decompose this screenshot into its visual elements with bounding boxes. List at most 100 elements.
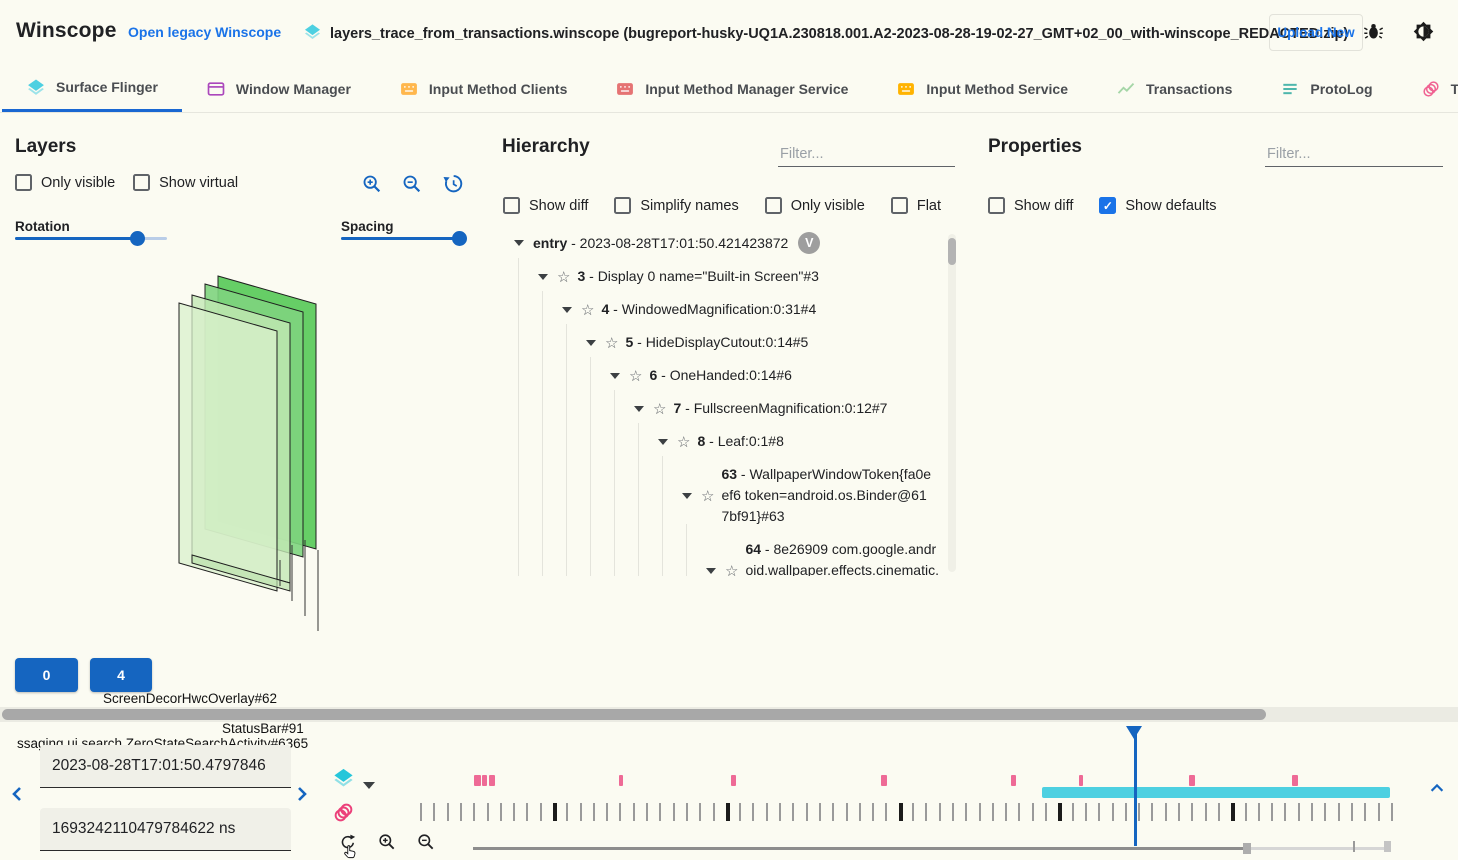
previous-entry-icon[interactable] [8, 784, 28, 809]
zoom-in-icon[interactable] [361, 172, 383, 195]
timestamp-ns-input[interactable] [40, 808, 291, 851]
transition-marker[interactable] [731, 775, 736, 786]
chevron-down-icon[interactable] [658, 438, 668, 445]
ruler-tick [792, 803, 794, 821]
chevron-down-icon[interactable] [562, 306, 572, 313]
main-scrollbar-track[interactable] [0, 707, 1458, 722]
hierarchy-scrollbar[interactable] [948, 238, 956, 265]
bug-report-icon[interactable] [1363, 21, 1384, 47]
chevron-down-icon[interactable] [514, 240, 524, 246]
tab-protolog[interactable]: ProtoLog [1256, 65, 1396, 112]
tree-node-8[interactable]: ☆ 8 - Leaf:0:1#8 [486, 431, 948, 452]
display-button-0[interactable]: 0 [15, 658, 78, 692]
star-icon[interactable]: ☆ [677, 433, 691, 451]
ruler-tick [939, 803, 941, 821]
ruler-tick [593, 803, 595, 821]
tab-transactions[interactable]: Transactions [1092, 65, 1256, 112]
rotation-slider[interactable] [15, 231, 167, 246]
timeline-zoom-slider-handle[interactable] [1243, 843, 1251, 854]
rotation-slider-thumb[interactable] [130, 231, 145, 246]
timeline-cursor-handle[interactable] [1126, 726, 1142, 739]
checkbox-box [890, 197, 908, 214]
tree-node-64[interactable]: ☆ 64 - 8e26909 com.google.android.wallpap… [486, 539, 948, 576]
tab-label: Surface Flinger [56, 79, 158, 95]
tree-node-4[interactable]: ☆ 4 - WindowedMagnification:0:31#4 [486, 299, 948, 320]
only-visible-checkbox[interactable]: Only visible [15, 174, 115, 191]
star-icon[interactable]: ☆ [725, 562, 739, 577]
tab-window-manager[interactable]: Window Manager [182, 65, 375, 112]
display-button-4[interactable]: 4 [90, 658, 152, 692]
dark-mode-icon[interactable] [1412, 20, 1435, 48]
show-diff-checkbox[interactable]: Show diff [503, 197, 588, 214]
star-icon[interactable]: ☆ [557, 268, 571, 286]
tree-indent-guide [590, 357, 591, 576]
simplify-names-checkbox[interactable]: Simplify names [614, 197, 739, 214]
chevron-down-icon[interactable] [610, 372, 620, 379]
tab-input-method-clients[interactable]: Input Method Clients [375, 65, 591, 112]
star-icon[interactable]: ☆ [605, 334, 619, 352]
ruler-tick [752, 803, 754, 821]
transition-marker[interactable] [619, 775, 623, 786]
transition-marker[interactable] [1079, 775, 1083, 786]
layers-3d-view[interactable] [90, 262, 390, 642]
ruler-tick [925, 803, 927, 821]
tree-node-6[interactable]: ☆ 6 - OneHanded:0:14#6 [486, 365, 948, 386]
chevron-down-icon[interactable] [586, 339, 596, 346]
tab-surface-flinger[interactable]: Surface Flinger [2, 65, 182, 112]
hierarchy-scrollbar-track[interactable] [948, 234, 956, 572]
timestamp-human-input[interactable] [40, 745, 291, 788]
star-icon[interactable]: ☆ [653, 400, 667, 418]
reset-view-icon[interactable] [441, 172, 464, 195]
star-icon[interactable]: ☆ [701, 487, 715, 505]
zoom-out-icon[interactable] [401, 172, 423, 195]
chevron-down-icon[interactable] [682, 492, 692, 499]
chevron-down-icon[interactable] [538, 273, 548, 280]
next-entry-icon[interactable] [291, 784, 311, 809]
timeline-zoom-slider[interactable] [473, 847, 1247, 850]
transition-marker[interactable] [1011, 775, 1016, 786]
legacy-winscope-link[interactable]: Open legacy Winscope [128, 24, 282, 40]
tree-node-3[interactable]: ☆ 3 - Display 0 name="Built-in Screen"#3 [486, 266, 948, 287]
tree-node-63[interactable]: ☆ 63 - WallpaperWindowToken{fa0eef6 token… [486, 464, 948, 527]
chevron-down-icon[interactable] [634, 405, 644, 412]
show-defaults-checkbox[interactable]: ✓ Show defaults [1099, 197, 1216, 214]
timeline-selection-range[interactable] [1042, 787, 1390, 798]
transition-marker[interactable] [474, 775, 481, 786]
spacing-slider[interactable] [341, 231, 467, 246]
chevron-down-icon[interactable] [706, 567, 716, 574]
zoom-out-icon[interactable] [416, 832, 436, 857]
expand-timeline-icon[interactable] [1428, 780, 1446, 803]
star-icon[interactable]: ☆ [629, 367, 643, 385]
only-visible-checkbox[interactable]: Only visible [764, 197, 865, 214]
tree-node-entry[interactable]: entry - 2023-08-28T17:01:50.421423872 V [486, 232, 948, 254]
zoom-in-icon[interactable] [377, 832, 397, 857]
chart-icon [1116, 79, 1136, 99]
ruler-tick [1364, 803, 1366, 821]
flat-checkbox[interactable]: Flat [890, 197, 941, 214]
tree-node-5[interactable]: ☆ 5 - HideDisplayCutout:0:14#5 [486, 332, 948, 353]
transition-marker[interactable] [1292, 775, 1298, 786]
transition-marker[interactable] [881, 775, 887, 786]
transition-marker[interactable] [482, 775, 487, 786]
timeline-zoom-slider-end-handle[interactable] [1384, 841, 1391, 852]
hierarchy-filter-input[interactable] [778, 142, 955, 167]
timeline-zoom-slider-track[interactable] [1251, 847, 1390, 850]
tab-input-method-service[interactable]: Input Method Service [872, 65, 1092, 112]
tree-node-7[interactable]: ☆ 7 - FullscreenMagnification:0:12#7 [486, 398, 948, 419]
upload-new-button[interactable]: Upload New [1269, 14, 1363, 51]
transition-marker[interactable] [1189, 775, 1195, 786]
transition-marker[interactable] [489, 775, 495, 786]
spacing-slider-thumb[interactable] [452, 231, 467, 246]
tab-transitions[interactable]: Transitions [1397, 65, 1458, 112]
properties-filter-input[interactable] [1265, 142, 1443, 167]
main-scrollbar-thumb[interactable] [2, 709, 1266, 720]
show-diff-checkbox[interactable]: Show diff [988, 197, 1073, 214]
show-virtual-checkbox[interactable]: Show virtual [133, 174, 238, 191]
refresh-icon[interactable] [338, 832, 358, 857]
layers-trace-icon[interactable] [332, 766, 355, 794]
timeline-cursor[interactable] [1134, 726, 1137, 846]
chevron-down-icon[interactable] [363, 782, 375, 789]
star-icon[interactable]: ☆ [581, 301, 595, 319]
tab-input-method-manager-service[interactable]: Input Method Manager Service [591, 65, 872, 112]
transitions-trace-icon[interactable] [332, 801, 355, 829]
